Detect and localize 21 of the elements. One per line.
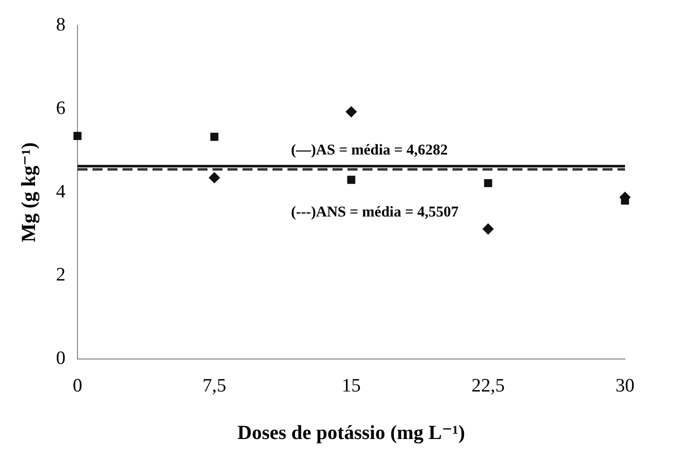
x-tick-label: 0 <box>72 376 82 397</box>
point <box>208 172 220 184</box>
x-tick-label: 15 <box>342 376 361 397</box>
y-tick-label: 0 <box>56 348 66 370</box>
x-tick-label: 22,5 <box>472 376 505 397</box>
point <box>346 106 357 118</box>
point <box>73 132 82 140</box>
ref-line-label: (—)AS = média = 4,6282 <box>291 142 448 158</box>
y-tick-label: 2 <box>56 264 66 286</box>
y-tick-label: 8 <box>56 14 66 36</box>
x-tick-label: 30 <box>616 376 634 397</box>
ref-line-label: (---)ANS = média = 4,5507 <box>291 204 460 221</box>
y-tick-label: 6 <box>56 98 66 119</box>
x-tick-label: 7,5 <box>202 376 226 397</box>
x-axis-title: Doses de potássio (mg L⁻¹) <box>237 422 466 444</box>
point <box>484 179 492 188</box>
point <box>347 176 356 184</box>
point <box>210 132 218 141</box>
y-axis-title: Mg (g kg⁻¹) <box>18 142 40 242</box>
point <box>482 224 494 235</box>
y-tick-label: 4 <box>56 181 66 202</box>
